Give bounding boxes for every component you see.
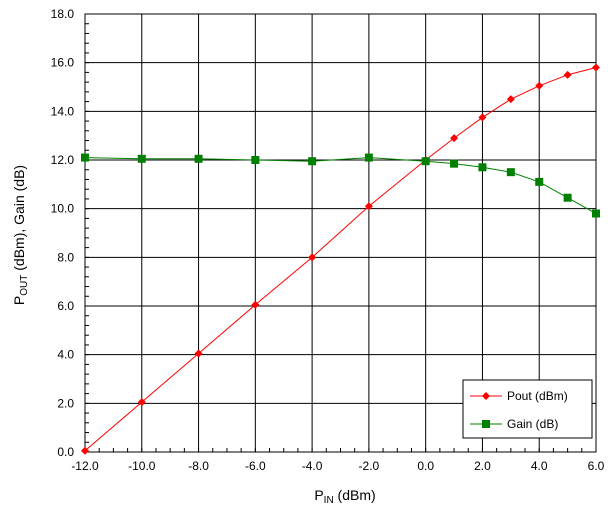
data-point-pout — [251, 300, 260, 309]
data-point-gain — [478, 163, 487, 172]
y-tick-label: 16.0 — [51, 56, 75, 70]
data-point-pout — [592, 63, 600, 72]
minor-ticks — [84, 13, 597, 453]
data-point-pout — [535, 81, 544, 90]
data-series — [81, 63, 600, 455]
y-tick-label: 2.0 — [57, 396, 74, 410]
data-point-gain — [506, 168, 515, 177]
x-tick-label: 6.0 — [588, 459, 605, 473]
y-tick-label: 4.0 — [57, 348, 74, 362]
data-point-gain — [421, 157, 430, 166]
y-tick-label: 10.0 — [51, 202, 75, 216]
data-point-pout — [450, 134, 459, 143]
data-point-gain — [251, 156, 260, 164]
legend-label-gain: Gain (dB) — [507, 417, 558, 431]
x-axis-title-subscript: IN — [324, 495, 334, 506]
plot-area-frame — [84, 13, 597, 453]
data-point-gain — [364, 153, 373, 162]
data-point-gain — [137, 154, 146, 163]
x-tick-label: -6.0 — [245, 459, 266, 473]
y-tick-label: 6.0 — [57, 299, 74, 313]
legend-marker-pout — [482, 392, 490, 400]
data-point-gain — [450, 159, 459, 168]
legend-marker-gain — [482, 420, 490, 428]
y-axis-title-main: P — [11, 296, 27, 305]
y-axis-title-rest: (dBm), Gain (dB) — [11, 165, 27, 275]
data-point-pout — [194, 349, 203, 358]
y-tick-label: 18.0 — [51, 7, 75, 21]
data-point-gain — [308, 157, 317, 166]
y-tick-label: 12.0 — [51, 153, 75, 167]
y-tick-label: 14.0 — [51, 104, 75, 118]
x-tick-label: -12.0 — [71, 459, 99, 473]
data-point-gain — [592, 209, 600, 218]
legend: Pout (dBm) Gain (dB) — [462, 379, 593, 439]
y-tick-label: 0.0 — [57, 445, 74, 459]
x-tick-label: -4.0 — [302, 459, 323, 473]
data-point-gain — [563, 193, 572, 202]
y-axis-title: POUT (dBm), Gain (dB) — [11, 165, 30, 305]
x-axis-title: PIN (dBm) — [314, 487, 375, 506]
data-point-pout — [137, 398, 146, 407]
x-tick-label: -2.0 — [359, 459, 380, 473]
x-tick-label: 2.0 — [474, 459, 491, 473]
x-tick-label: 4.0 — [531, 459, 548, 473]
x-axis-title-unit: (dBm) — [334, 487, 376, 503]
x-tick-labels: -12.0 -10.0 -8.0 -6.0 -4.0 -2.0 0.0 2.0 4.0 6.0 — [71, 459, 604, 473]
data-point-gain — [535, 177, 544, 186]
x-axis-title-main: P — [314, 487, 323, 503]
x-tick-label: -10.0 — [128, 459, 156, 473]
x-tick-label: 0.0 — [417, 459, 434, 473]
data-point-pout — [478, 113, 487, 122]
data-point-pout — [506, 95, 515, 104]
legend-box — [462, 379, 593, 439]
y-axis-title-subscript: OUT — [19, 275, 30, 296]
legend-label-pout: Pout (dBm) — [507, 389, 568, 403]
x-tick-label: -8.0 — [188, 459, 209, 473]
data-point-pout — [308, 253, 317, 262]
data-point-gain — [81, 153, 89, 162]
data-point-pout — [81, 446, 89, 455]
y-tick-labels: 0.0 2.0 4.0 6.0 8.0 10.0 12.0 14.0 16.0 18.0 — [51, 7, 75, 459]
data-point-pout — [563, 70, 572, 79]
data-point-gain — [194, 154, 203, 163]
y-tick-label: 8.0 — [57, 250, 74, 264]
data-point-pout — [364, 202, 373, 211]
